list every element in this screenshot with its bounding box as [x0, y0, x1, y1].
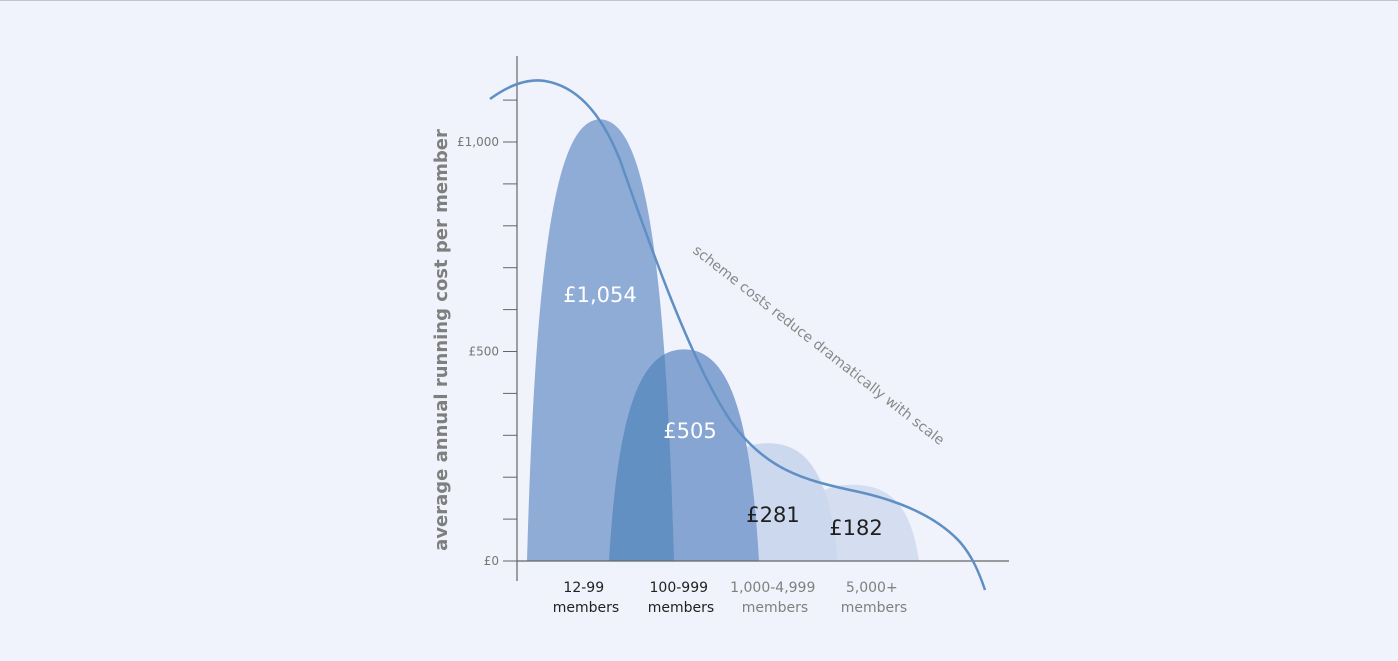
y-tick-label-500: £500	[468, 345, 499, 359]
value-label-100-999: £505	[663, 419, 716, 443]
category-label-1000-4999-line2: members	[742, 600, 808, 616]
category-label-5000-plus: 5,000+ members	[841, 580, 907, 616]
category-label-100-999: 100-999 members	[648, 580, 714, 616]
top-divider	[0, 0, 1398, 1]
y-tick-labels: £0 £500 £1,000	[457, 135, 499, 568]
category-label-1000-4999: 1,000-4,999 members	[730, 580, 820, 616]
value-label-12-99: £1,054	[563, 283, 636, 307]
value-label-5000-plus: £182	[829, 516, 882, 540]
category-label-5000-plus-line2: members	[841, 600, 907, 616]
value-labels: £1,054 £505 £281 £182	[563, 283, 882, 540]
hump-overlap	[609, 349, 674, 561]
distribution-humps	[527, 119, 919, 562]
category-labels: 12-99 members 100-999 members 1,000-4,99…	[553, 580, 907, 616]
category-label-12-99-line1: 12-99	[563, 580, 604, 596]
category-label-5000-plus-line1: 5,000+	[846, 580, 898, 596]
category-label-100-999-line1: 100-999	[650, 580, 709, 596]
trend-line	[489, 79, 987, 591]
category-label-12-99-line2: members	[553, 600, 619, 616]
y-minor-ticks	[503, 99, 517, 562]
y-axis-title: average annual running cost per member	[431, 129, 452, 551]
category-label-12-99: 12-99 members	[553, 580, 619, 616]
category-label-1000-4999-line1: 1,000-4,999	[730, 580, 815, 596]
axes: £0 £500 £1,000	[457, 56, 1009, 581]
category-label-100-999-line2: members	[648, 600, 714, 616]
value-label-1000-4999: £281	[746, 503, 799, 527]
y-tick-label-0: £0	[484, 554, 499, 568]
y-tick-label-1000: £1,000	[457, 135, 499, 149]
